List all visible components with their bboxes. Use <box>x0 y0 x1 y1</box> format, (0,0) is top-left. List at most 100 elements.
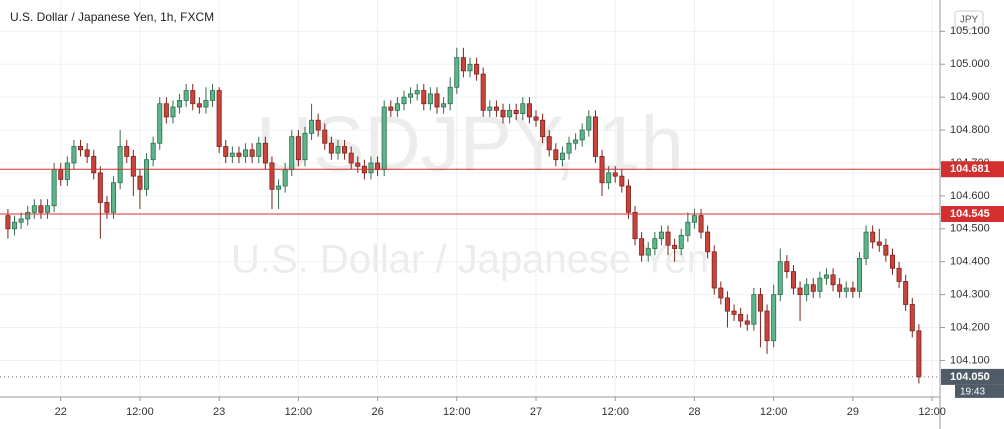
candle-body <box>262 142 268 164</box>
x-tick-label: 29 <box>847 406 859 418</box>
candle-body <box>553 149 559 161</box>
candle-body <box>45 205 51 213</box>
candle-body <box>375 162 381 170</box>
currency-button[interactable] <box>954 10 984 30</box>
candle-body <box>5 215 11 230</box>
y-tick-label: 104.100 <box>950 354 990 366</box>
candle-body <box>744 320 750 325</box>
candle-body <box>685 221 691 236</box>
candle-body <box>909 304 915 332</box>
y-tick-label: 105.000 <box>950 58 990 70</box>
candle-body <box>163 103 169 118</box>
candle-body <box>771 294 777 342</box>
candle-body <box>520 103 526 115</box>
candle-body <box>619 175 625 187</box>
candle-body <box>64 162 70 180</box>
candle-body <box>243 149 249 157</box>
candle-body <box>144 159 150 190</box>
candle-body <box>724 297 730 312</box>
candle-body <box>916 330 922 378</box>
candle-body <box>870 231 876 243</box>
candle-body <box>269 162 275 190</box>
candle-body <box>500 109 506 118</box>
candle-body <box>804 284 810 296</box>
x-tick-label: 12:00 <box>760 406 788 418</box>
candle-body <box>672 244 678 249</box>
candle-body <box>731 310 737 315</box>
price-label-bg <box>941 205 1004 222</box>
candle-body <box>388 106 394 111</box>
candle-body <box>447 86 453 105</box>
candle-body <box>348 152 354 164</box>
candle-body <box>394 103 400 111</box>
y-tick-label: 104.200 <box>950 321 990 333</box>
candle-body <box>691 215 697 223</box>
candle-body <box>421 90 427 105</box>
candle-body <box>18 218 24 223</box>
candle-body <box>757 294 763 312</box>
candle-body <box>863 231 869 259</box>
candle-body <box>592 116 598 157</box>
candle-body <box>645 248 651 256</box>
price-label: 104.681 <box>950 163 990 175</box>
candle-body <box>705 231 711 253</box>
candle-body <box>493 106 499 111</box>
candle-body <box>797 287 803 296</box>
y-tick-label: 104.300 <box>950 289 990 301</box>
candle-body <box>223 146 229 157</box>
candle-body <box>381 106 387 170</box>
y-tick-label: 104.500 <box>950 223 990 235</box>
watermark: USDJPY, 1h <box>256 100 684 188</box>
candle-body <box>678 234 684 249</box>
candle-body <box>764 310 770 342</box>
candle-body <box>328 142 334 154</box>
candle-body <box>150 142 156 161</box>
y-tick-label: 104.400 <box>950 256 990 268</box>
candle-body <box>25 211 31 220</box>
countdown-label: 19:43 <box>960 387 985 398</box>
x-tick-label: 28 <box>688 406 700 418</box>
candle-body <box>137 175 143 190</box>
candle-body <box>738 313 744 322</box>
candle-body <box>441 103 447 108</box>
candle-body <box>401 96 407 105</box>
candle-body <box>104 202 110 213</box>
candle-body <box>526 103 532 118</box>
candle-body <box>883 244 889 256</box>
candle-body <box>157 103 163 144</box>
candle-body <box>559 152 565 161</box>
candle-body <box>579 129 585 141</box>
candle-body <box>51 169 57 207</box>
candle-body <box>487 106 493 111</box>
candle-body <box>342 146 348 154</box>
candle-body <box>414 90 420 95</box>
candle-body <box>612 172 618 177</box>
candle-body <box>58 169 64 180</box>
candle-body <box>606 172 612 184</box>
candle-body <box>784 261 790 272</box>
currency-label[interactable]: JPY <box>960 15 979 26</box>
candle-body <box>903 281 909 305</box>
candle-body <box>355 162 361 167</box>
candle-body <box>751 294 757 325</box>
candle-body <box>711 251 717 289</box>
candle-body <box>309 119 315 134</box>
candle-body <box>823 274 829 279</box>
candle-body <box>315 119 321 131</box>
y-tick-label: 105.100 <box>950 25 990 37</box>
last-price-bg <box>941 368 1004 385</box>
candle-body <box>513 109 519 115</box>
candle-body <box>124 146 130 157</box>
candle-body <box>889 254 895 269</box>
watermark-subtitle: U.S. Dollar / Japanese Yen <box>231 238 709 282</box>
candle-body <box>658 231 664 240</box>
y-tick-label: 104.800 <box>950 124 990 136</box>
candle-body <box>586 116 592 131</box>
candle-body <box>467 63 473 72</box>
candle-body <box>480 73 486 111</box>
candle-body <box>322 129 328 144</box>
candle-body <box>84 149 90 157</box>
candle-body <box>256 142 262 157</box>
candle-body <box>546 136 552 151</box>
